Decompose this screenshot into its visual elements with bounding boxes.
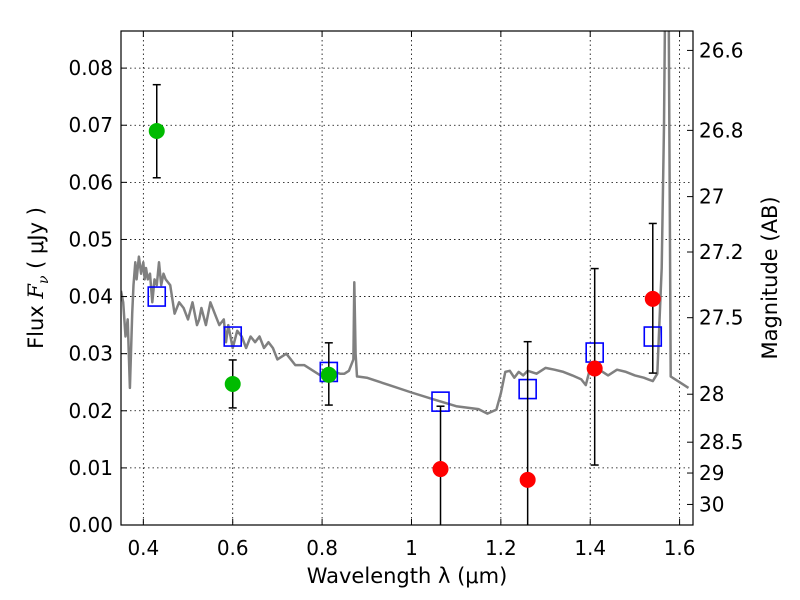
x-axis-label: Wavelength λ (μm) [307, 564, 508, 588]
plot-markers [147, 83, 663, 525]
y-label-pre: Flux [24, 299, 48, 349]
y-label-post: ( μJy ) [24, 207, 48, 275]
y-label-symbol: F [24, 283, 48, 300]
mag-tick-label: 26.6 [699, 38, 744, 62]
non-detection-point [586, 360, 603, 377]
y-tick-label: 0.02 [68, 399, 113, 423]
x-tick-label: 1.6 [664, 536, 696, 560]
mag-tick-label: 30 [699, 492, 724, 516]
x-tick-label: 0.4 [127, 536, 159, 560]
mag-tick-label: 27.5 [699, 306, 744, 330]
y-tick-label: 0.04 [68, 285, 113, 309]
mag-tick-label: 27 [699, 185, 724, 209]
y-tick-label: 0.05 [68, 227, 113, 251]
mag-tick-label: 26.8 [699, 118, 744, 142]
y-tick-label: 0.01 [68, 456, 113, 480]
mag-tick-label: 28 [699, 382, 724, 406]
model-point [223, 326, 243, 347]
mag-tick-label: 29 [699, 461, 724, 485]
detection-point [320, 366, 337, 383]
detection-point [148, 122, 165, 139]
non-detection-point [519, 471, 536, 488]
axis-ticks: 0.4 0.6 0.8 1 1.2 1.4 1.6 0.00 0.01 0.02 0.03 0.04 0… [68, 31, 744, 560]
y-axis-label-left: Flux Fν ( μJy ) [24, 207, 52, 349]
x-tick-label: 0.6 [217, 536, 249, 560]
x-tick-label: 0.8 [306, 536, 338, 560]
x-tick-label: 1 [405, 536, 418, 560]
non-detection-point [432, 461, 449, 478]
model-point [147, 286, 167, 307]
grid-lines [121, 31, 693, 526]
x-tick-label: 1.4 [574, 536, 606, 560]
mag-tick-label: 28.5 [699, 430, 744, 454]
y-axis-label-right: Magnitude (AB) [758, 196, 782, 359]
y-tick-label: 0.06 [68, 170, 113, 194]
y-tick-label: 0.08 [68, 56, 113, 80]
y-tick-label: 0.03 [68, 342, 113, 366]
y-label-subscript: ν [36, 275, 52, 284]
y-tick-label: 0.00 [68, 513, 113, 537]
mag-tick-label: 27.2 [699, 240, 744, 264]
x-tick-label: 1.2 [485, 536, 517, 560]
detection-point [224, 375, 241, 392]
non-detection-point [644, 290, 661, 307]
y-tick-label: 0.07 [68, 113, 113, 137]
plot-frame [120, 30, 694, 526]
